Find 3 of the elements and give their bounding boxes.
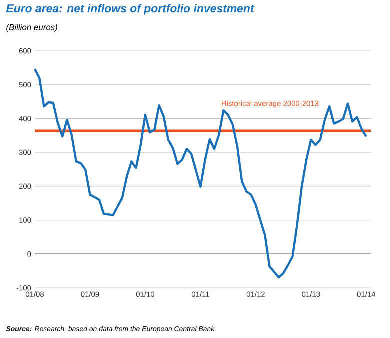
line-series [34,68,368,279]
chart-title: Euro area: net inflows of portfolio investment [6,4,255,15]
chart-subtitle: (Billion euros) [6,24,58,32]
